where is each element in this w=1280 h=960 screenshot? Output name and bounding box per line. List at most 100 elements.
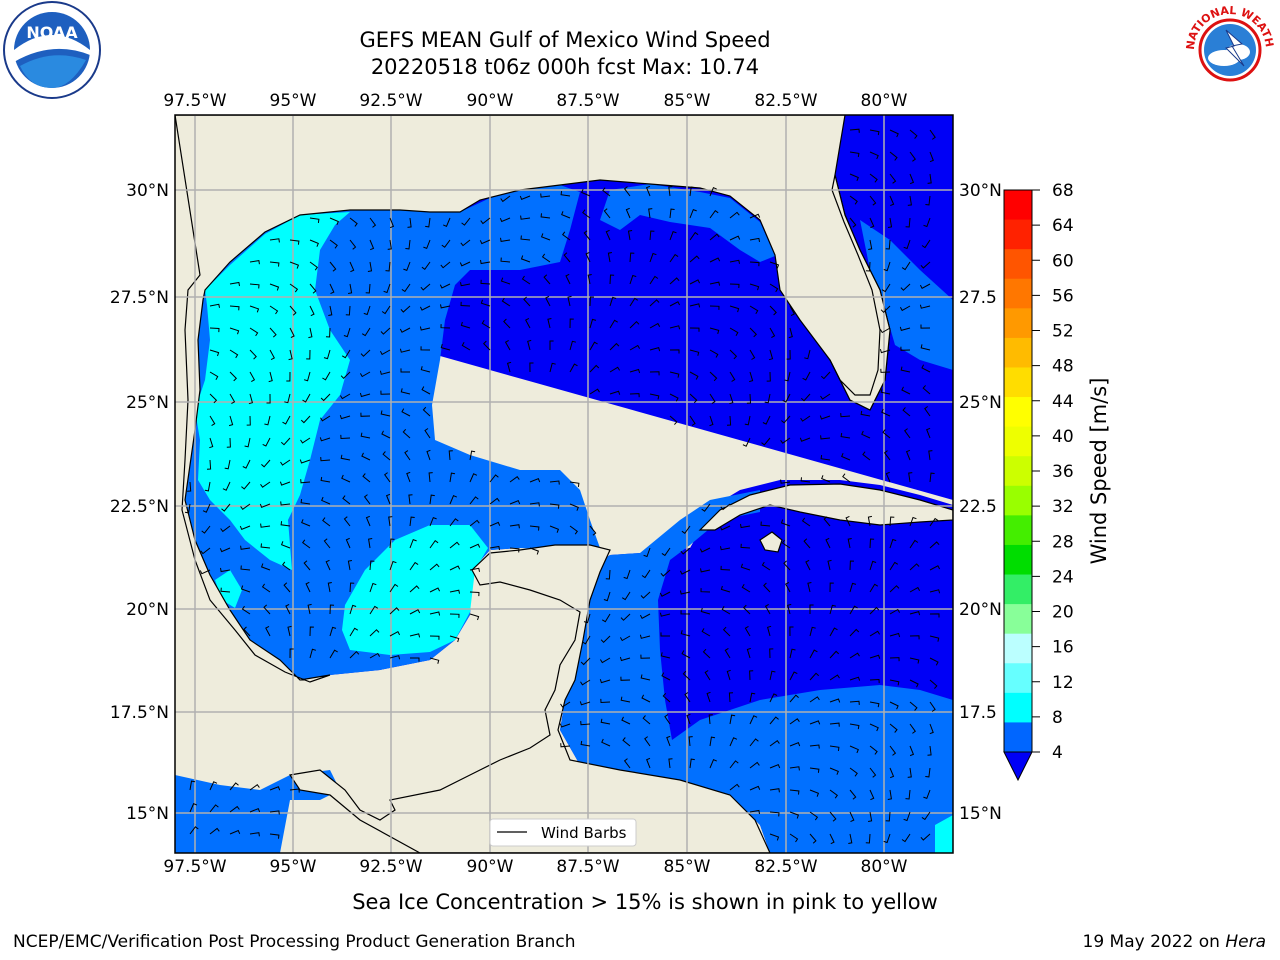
wind-barb xyxy=(549,480,560,485)
wind-barb xyxy=(408,494,413,505)
wind-barb xyxy=(423,239,431,250)
wind-barb xyxy=(309,305,315,317)
wind-barb xyxy=(660,652,671,659)
wind-barb xyxy=(849,652,860,659)
wind-barb xyxy=(320,393,331,402)
wind-barb xyxy=(425,217,431,228)
wind-barb xyxy=(585,251,591,263)
wind-barb xyxy=(359,392,371,398)
wind-barb xyxy=(540,233,551,241)
wind-barb xyxy=(209,437,214,449)
wind-barb xyxy=(664,714,671,725)
wind-barb xyxy=(744,625,751,637)
wind-barb xyxy=(549,525,560,533)
wind-barb xyxy=(609,390,621,395)
wind-barb xyxy=(428,472,433,483)
wind-barb xyxy=(783,560,791,571)
wind-barb xyxy=(589,318,597,329)
wind-barb xyxy=(329,283,335,295)
wind-barb xyxy=(380,327,391,335)
wind-barb xyxy=(289,283,299,293)
wind-barb xyxy=(419,326,431,331)
wind-barb xyxy=(429,635,440,640)
wind-barb xyxy=(829,789,838,799)
wind-barb xyxy=(920,324,931,329)
wind-barb xyxy=(309,217,320,223)
wind-barb xyxy=(927,745,932,756)
wind-barb xyxy=(509,475,520,483)
wind-barb xyxy=(885,239,891,250)
wind-barb xyxy=(869,560,877,571)
wind-barb xyxy=(369,560,375,571)
wind-barb xyxy=(769,833,780,841)
wind-barb xyxy=(309,261,318,271)
lon-label: 85°W xyxy=(664,91,711,111)
wind-barb xyxy=(689,231,699,241)
wind-barb xyxy=(883,261,891,272)
wind-barb xyxy=(646,757,651,769)
wind-barb xyxy=(829,674,840,681)
wind-barb xyxy=(869,195,877,206)
wind-barb xyxy=(421,386,431,395)
colorbar-segment xyxy=(1004,485,1032,516)
colorbar-segment xyxy=(1004,663,1032,694)
wind-barb xyxy=(722,626,731,637)
wind-barb xyxy=(320,415,331,422)
wind-barb xyxy=(529,502,540,507)
wind-barb xyxy=(785,581,791,593)
lat-label: 30°N xyxy=(959,181,1002,201)
lon-label: 95°W xyxy=(270,857,317,877)
wind-barb xyxy=(300,479,311,484)
wind-barb xyxy=(649,230,655,241)
wind-barb xyxy=(669,371,680,378)
map-area xyxy=(175,115,953,853)
wind-barb xyxy=(623,758,631,769)
wind-barb xyxy=(629,297,639,307)
wind-barb xyxy=(343,327,351,338)
wind-barb xyxy=(641,569,651,579)
wind-barb xyxy=(449,495,457,505)
wind-barb xyxy=(469,613,480,621)
wind-barb xyxy=(259,503,271,508)
wind-barb xyxy=(900,346,911,351)
wind-barb xyxy=(681,650,691,659)
wind-barb xyxy=(849,767,858,777)
wind-barb xyxy=(644,736,651,747)
wind-barb xyxy=(206,459,212,470)
wind-barb xyxy=(209,804,219,813)
wind-barb xyxy=(929,657,939,666)
wind-barb xyxy=(909,563,920,571)
wind-barb xyxy=(201,525,211,534)
wind-barb xyxy=(889,745,897,756)
wind-barb xyxy=(229,327,240,335)
wind-barb xyxy=(668,186,673,197)
lat-labels-right: 30°N 27.5 25°N 22.5 20°N 17.5 15°N xyxy=(959,181,1002,824)
wind-barb xyxy=(829,811,837,822)
wind-barb xyxy=(620,676,631,681)
wind-barb xyxy=(726,669,731,681)
wind-barb xyxy=(789,626,794,637)
wind-barb xyxy=(880,388,891,395)
wind-barb xyxy=(525,317,531,329)
wind-barb xyxy=(299,459,311,464)
wind-barb xyxy=(409,538,417,549)
wind-barb xyxy=(404,450,411,461)
wind-barb xyxy=(345,537,351,549)
wind-barb xyxy=(760,521,771,527)
lon-label: 85°W xyxy=(664,857,711,877)
wind-barb xyxy=(260,523,271,528)
wind-barb xyxy=(688,736,693,747)
wind-barb xyxy=(929,129,936,140)
lat-label: 20°N xyxy=(959,600,1002,620)
wind-barb xyxy=(689,349,700,356)
wind-barb xyxy=(744,415,751,426)
wind-barb xyxy=(769,305,777,316)
wind-barb xyxy=(929,151,934,163)
wind-barb xyxy=(599,657,611,664)
wind-barb xyxy=(829,745,840,751)
wind-barb xyxy=(689,415,696,426)
wind-barb xyxy=(849,700,860,705)
wind-barb xyxy=(649,371,660,376)
wind-barb xyxy=(879,348,891,354)
wind-barb xyxy=(281,561,291,571)
